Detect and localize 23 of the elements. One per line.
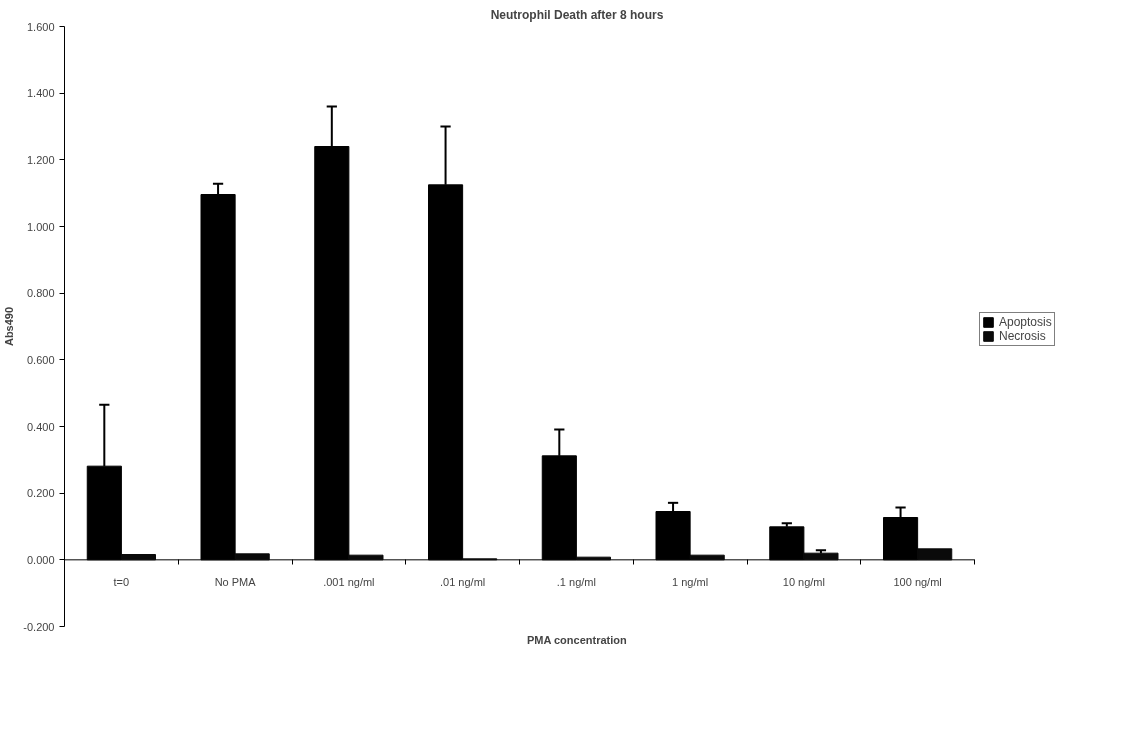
y-tick-label: 0.800 bbox=[26, 287, 55, 300]
x-tick-label: 1 ng/ml bbox=[672, 575, 709, 588]
y-tick-label: -0.200 bbox=[23, 620, 55, 633]
y-tick-label: 1.200 bbox=[26, 153, 55, 166]
x-tick-label: 10 ng/ml bbox=[782, 575, 825, 588]
chart-title: Neutrophil Death after 8 hours bbox=[490, 7, 664, 22]
y-tick-label: 1.600 bbox=[26, 20, 55, 33]
x-tick-label: t=0 bbox=[113, 575, 130, 588]
y-tick-label: 0.200 bbox=[26, 487, 55, 500]
y-tick-label: 0.400 bbox=[26, 420, 55, 433]
x-tick-label: 100 ng/ml bbox=[893, 575, 942, 588]
legend-label: Necrosis bbox=[999, 329, 1046, 343]
x-tick-label: .01 ng/ml bbox=[440, 575, 486, 588]
x-tick-label: No PMA bbox=[214, 575, 257, 588]
y-tick-label: 0.600 bbox=[26, 353, 55, 366]
y-tick-label: 0.000 bbox=[26, 553, 55, 566]
y-axis-title: Abs490 bbox=[3, 306, 16, 347]
x-tick-label: .1 ng/ml bbox=[556, 575, 596, 588]
x-tick-label: .001 ng/ml bbox=[323, 575, 375, 588]
x-axis-title: PMA concentration bbox=[526, 633, 627, 646]
legend-label: Apoptosis bbox=[999, 315, 1052, 329]
y-tick-label: 1.400 bbox=[26, 87, 55, 100]
y-tick-label: 1.000 bbox=[26, 220, 55, 233]
